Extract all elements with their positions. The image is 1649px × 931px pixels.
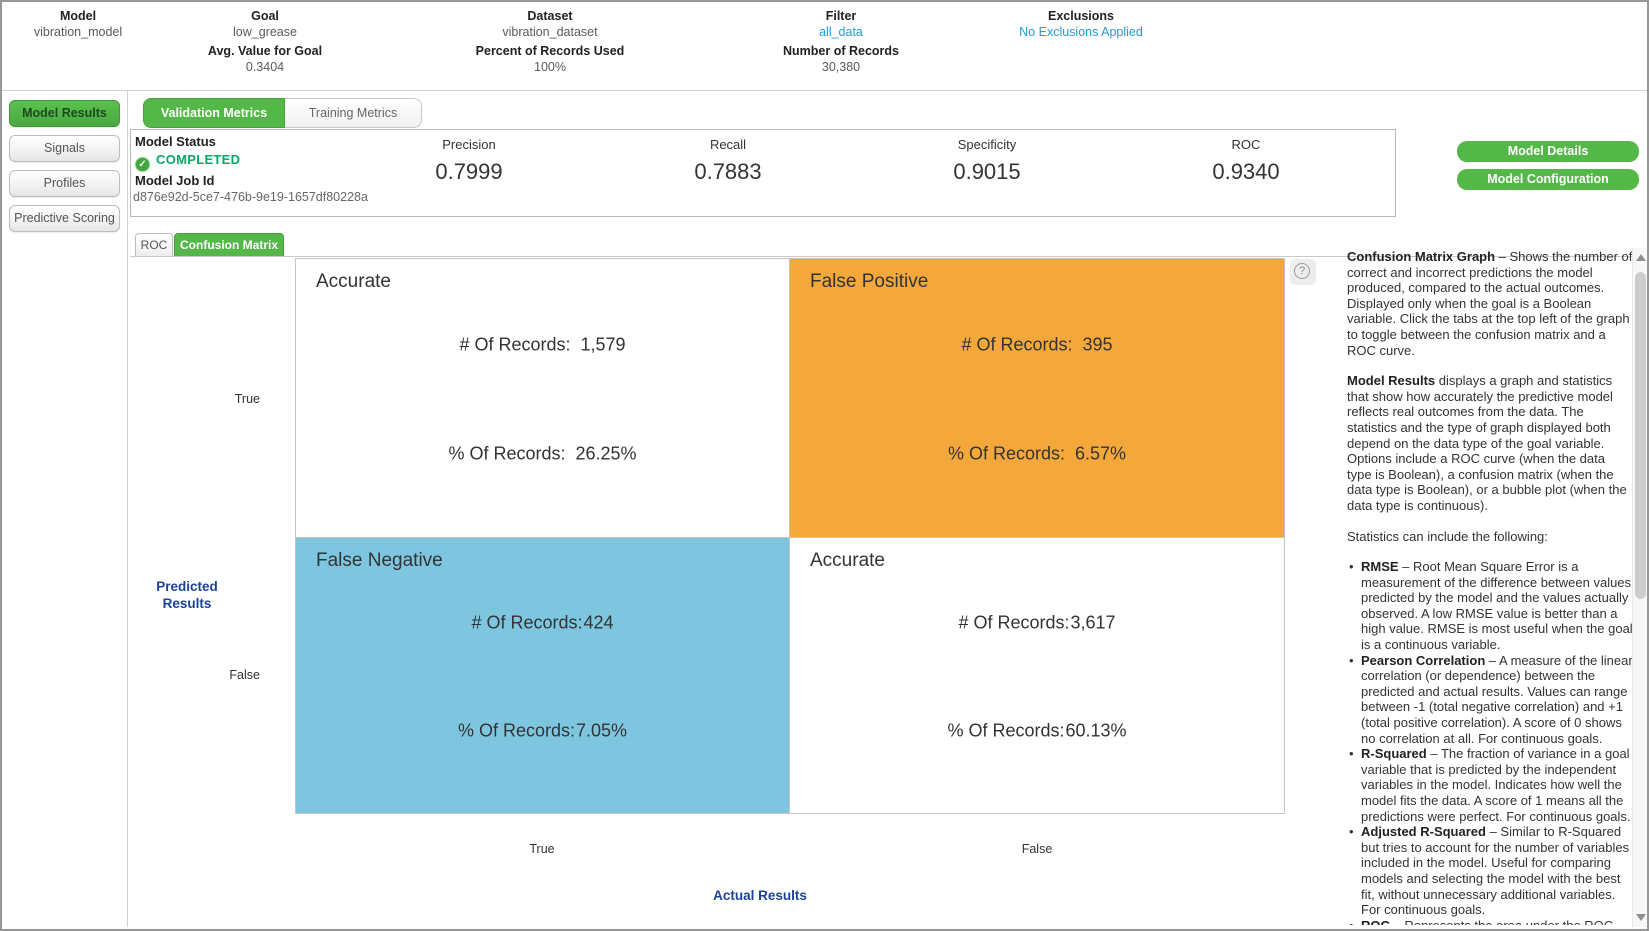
col-label-false: False — [1021, 842, 1053, 856]
cell-title: Accurate — [316, 271, 391, 292]
cell-title: Accurate — [810, 550, 885, 571]
matrix-cell-false-positive: False Positive # Of Records: 395 % Of Rec… — [789, 258, 1285, 538]
matrix-cell-false-negative: False Negative # Of Records:424 % Of Rec… — [295, 537, 790, 814]
status-badge: ✓ COMPLETED — [135, 151, 241, 172]
tab-roc[interactable]: ROC — [135, 233, 173, 257]
field-value: 30,380 — [821, 60, 861, 74]
help-bullet: ROC – Represents the area under the ROC — [1349, 918, 1633, 925]
field-value: vibration_model — [33, 25, 123, 39]
sidebar-item-signals[interactable]: Signals — [9, 135, 120, 162]
header-field-goal: Goal low_grease Avg. Value for Goal 0.34… — [177, 8, 353, 78]
question-mark-icon: ? — [1294, 263, 1310, 279]
scrollbar-thumb[interactable] — [1635, 272, 1646, 599]
metric-label: Recall — [709, 137, 747, 152]
cell-records: # Of Records:424 — [471, 612, 614, 633]
help-bullet: Adjusted R-Squared – Similar to R-Square… — [1349, 824, 1633, 918]
tab-confusion-matrix[interactable]: Confusion Matrix — [174, 233, 284, 257]
help-paragraph: Statistics can include the following: — [1347, 528, 1548, 544]
header-field-filter: Filter all_data Number of Records 30,380 — [741, 8, 941, 78]
cell-percent: % Of Records:60.13% — [947, 720, 1127, 740]
field-label: Number of Records — [783, 44, 899, 58]
metric-value: 0.9015 — [953, 159, 1021, 184]
tab-validation-metrics[interactable]: Validation Metrics — [143, 98, 285, 128]
metric-value: 0.9340 — [1212, 159, 1280, 184]
check-circle-icon: ✓ — [135, 157, 150, 172]
field-label: Percent of Records Used — [475, 44, 625, 58]
header-field-exclusions: Exclusions No Exclusions Applied — [956, 8, 1206, 43]
header-field-model: Model vibration_model — [2, 8, 154, 43]
exclusions-link[interactable]: No Exclusions Applied — [1019, 25, 1143, 39]
field-label: Model — [59, 9, 97, 23]
row-label-false: False — [229, 668, 260, 682]
filter-link[interactable]: all_data — [819, 25, 863, 39]
field-label: Filter — [825, 9, 857, 23]
cell-records: # Of Records: 395 — [961, 334, 1113, 355]
content-top-border — [130, 256, 1647, 257]
help-bullet: RMSE – Root Mean Square Error is a measu… — [1349, 559, 1633, 653]
metric-specificity: Specificity 0.9015 — [877, 137, 1097, 185]
model-configuration-button[interactable]: Model Configuration — [1457, 169, 1639, 190]
sidebar-item-model-results[interactable]: Model Results — [9, 100, 120, 127]
sidebar-item-predictive-scoring[interactable]: Predictive Scoring — [9, 205, 120, 232]
field-value: low_grease — [233, 25, 297, 39]
sidebar: Model Results Signals Profiles Predictiv… — [2, 91, 128, 927]
scrollbar[interactable] — [1632, 248, 1647, 927]
sidebar-item-profiles[interactable]: Profiles — [9, 170, 120, 197]
model-details-button[interactable]: Model Details — [1457, 141, 1639, 162]
help-icon[interactable]: ? — [1290, 259, 1316, 285]
metric-label: Specificity — [957, 137, 1017, 152]
metric-value: 0.7999 — [435, 159, 503, 184]
field-label: Goal — [251, 9, 279, 23]
status-text: COMPLETED — [156, 152, 241, 167]
field-label: Avg. Value for Goal — [207, 44, 323, 58]
row-label-true: True — [234, 392, 260, 406]
header-field-dataset: Dataset vibration_dataset Percent of Rec… — [450, 8, 650, 78]
cell-title: False Positive — [810, 271, 929, 292]
help-bullet: R-Squared – The fraction of variance in … — [1349, 746, 1633, 824]
help-bullet: Pearson Correlation – A measure of the l… — [1349, 653, 1633, 747]
field-value: vibration_dataset — [502, 25, 598, 39]
field-value: 100% — [534, 60, 566, 74]
metric-recall: Recall 0.7883 — [618, 137, 838, 185]
matrix-cell-accurate-true: Accurate # Of Records: 1,579 % Of Records… — [295, 258, 790, 538]
help-paragraph: Confusion Matrix Graph – Shows the numbe… — [1347, 249, 1633, 358]
model-job-id-label: Model Job Id — [135, 173, 215, 188]
matrix-cell-accurate-false: Accurate # Of Records:3,617 % Of Records… — [789, 537, 1285, 814]
metric-label: Precision — [442, 137, 496, 152]
metric-precision: Precision 0.7999 — [359, 137, 579, 185]
tab-training-metrics[interactable]: Training Metrics — [285, 98, 422, 128]
metric-roc: ROC 0.9340 — [1136, 137, 1356, 185]
y-axis-title: Predicted Results — [156, 579, 218, 611]
cell-records: # Of Records:3,617 — [958, 612, 1116, 633]
header-divider — [2, 90, 1647, 91]
help-panel: Confusion Matrix Graph – Shows the numbe… — [1347, 249, 1633, 925]
cell-percent: % Of Records: 6.57% — [947, 443, 1127, 464]
cell-percent: % Of Records:7.05% — [457, 720, 628, 740]
cell-records: # Of Records: 1,579 — [459, 334, 626, 355]
scroll-up-arrow-icon[interactable] — [1635, 254, 1646, 261]
x-axis-title: Actual Results — [713, 888, 807, 903]
scroll-down-arrow-icon[interactable] — [1635, 914, 1646, 921]
field-value: 0.3404 — [245, 60, 285, 74]
field-label: Exclusions — [1048, 9, 1114, 23]
help-statistics-list: RMSE – Root Mean Square Error is a measu… — [1347, 559, 1633, 925]
model-status-label: Model Status — [135, 134, 216, 149]
cell-title: False Negative — [316, 550, 443, 571]
metric-value: 0.7883 — [694, 159, 762, 184]
help-paragraph: Model Results displays a graph and stati… — [1347, 373, 1627, 513]
cell-percent: % Of Records: 26.25% — [448, 443, 637, 464]
model-job-id-value: d876e92d-5ce7-476b-9e19-1657df80228a — [133, 190, 368, 204]
confusion-matrix: Accurate # Of Records: 1,579 % Of Records… — [295, 258, 1285, 814]
col-label-true: True — [529, 842, 555, 856]
metric-label: ROC — [1231, 137, 1261, 152]
field-label: Dataset — [527, 9, 573, 23]
metrics-panel: Model Status ✓ COMPLETED Model Job Id d87… — [130, 129, 1396, 217]
